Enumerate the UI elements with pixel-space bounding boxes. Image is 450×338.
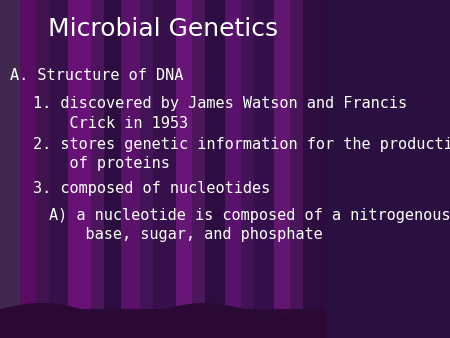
Bar [19, 0, 36, 338]
Bar [176, 0, 192, 338]
Bar [68, 0, 91, 338]
Bar [49, 0, 68, 338]
Bar [254, 0, 274, 338]
Bar [36, 0, 49, 338]
Bar [192, 0, 205, 338]
Bar [241, 0, 254, 338]
Bar [290, 0, 303, 338]
Text: 1. discovered by James Watson and Francis
    Crick in 1953: 1. discovered by James Watson and Franci… [32, 96, 407, 130]
Text: A. Structure of DNA: A. Structure of DNA [10, 68, 183, 82]
Bar [104, 0, 121, 338]
Bar [274, 0, 290, 338]
Bar [303, 0, 326, 338]
Bar [91, 0, 104, 338]
Bar [225, 0, 241, 338]
Text: A) a nucleotide is composed of a nitrogenous
    base, sugar, and phosphate: A) a nucleotide is composed of a nitroge… [49, 208, 450, 242]
Bar [153, 0, 176, 338]
Text: 3. composed of nucleotides: 3. composed of nucleotides [32, 181, 270, 196]
Text: Microbial Genetics: Microbial Genetics [48, 17, 278, 41]
Bar [121, 0, 140, 338]
Bar [205, 0, 225, 338]
Bar [0, 309, 326, 338]
Bar [0, 0, 19, 338]
Text: 2. stores genetic information for the production
    of proteins: 2. stores genetic information for the pr… [32, 137, 450, 171]
Bar [140, 0, 153, 338]
